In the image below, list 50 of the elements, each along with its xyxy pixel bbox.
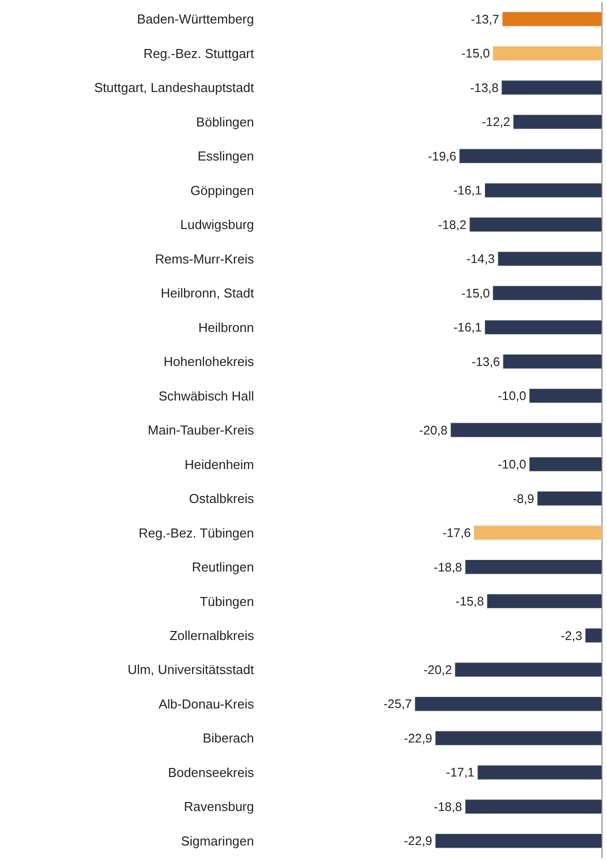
y-tick-label: Ostalbkreis bbox=[188, 491, 254, 506]
data-label: -2,3 bbox=[560, 628, 582, 643]
data-label: -10,0 bbox=[498, 389, 526, 404]
data-label: -15,8 bbox=[456, 594, 484, 609]
data-label: -14,3 bbox=[466, 252, 495, 266]
y-tick-label: Göppingen bbox=[190, 182, 254, 198]
y-tick-label: Reg.-Bez. Stuttgart bbox=[143, 46, 254, 61]
y-tick-label: Reutlingen bbox=[192, 560, 254, 575]
y-tick-label: Sigmaringen bbox=[181, 833, 254, 848]
y-tick-label: Stuttgart, Landeshauptstadt bbox=[94, 80, 254, 96]
y-tick-label: Ulm, Universitätsstadt bbox=[128, 662, 254, 678]
data-label: -16,1 bbox=[453, 184, 482, 198]
data-label: -20,2 bbox=[423, 662, 452, 677]
data-label: -12,2 bbox=[482, 115, 510, 130]
y-tick-label: Heilbronn, Stadt bbox=[160, 286, 254, 301]
data-label: -13,6 bbox=[472, 354, 500, 369]
data-label: -16,1 bbox=[453, 320, 482, 335]
y-tick-label: Biberach bbox=[202, 730, 254, 746]
data-label: -22,9 bbox=[404, 834, 432, 848]
data-label: -13,7 bbox=[470, 12, 500, 26]
y-tick-label: Schwäbisch Hall bbox=[158, 388, 254, 404]
data-label: -18,2 bbox=[438, 218, 467, 232]
data-label: -13,8 bbox=[470, 80, 499, 95]
data-label: -20,8 bbox=[419, 423, 448, 438]
data-label: -10,0 bbox=[498, 458, 526, 472]
y-tick-label: Rems-Murr-Kreis bbox=[155, 251, 254, 266]
y-tick-label: Ludwigsburg bbox=[180, 217, 254, 232]
y-tick-label: Zollernalbkreis bbox=[169, 628, 254, 643]
y-tick-label: Reg.-Bez. Tübingen bbox=[138, 525, 254, 540]
y-tick-label: Tübingen bbox=[200, 594, 254, 609]
data-label: -22,9 bbox=[404, 731, 432, 746]
y-tick-label: Baden-Württemberg bbox=[136, 12, 254, 27]
data-label: -19,6 bbox=[428, 149, 456, 164]
data-label: -8,9 bbox=[512, 492, 534, 506]
data-label: -17,1 bbox=[446, 766, 475, 780]
y-tick-label: Heilbronn bbox=[198, 320, 254, 335]
y-tick-label: Hohenlohekreis bbox=[164, 354, 254, 370]
data-label: -18,8 bbox=[434, 800, 462, 814]
y-tick-label: Böblingen bbox=[196, 114, 254, 130]
y-tick-label: Esslingen bbox=[198, 148, 254, 164]
y-tick-label: Alb-Donau-Kreis bbox=[158, 696, 254, 712]
y-tick-label: Ravensburg bbox=[184, 799, 254, 814]
data-label: -15,0 bbox=[461, 286, 490, 300]
data-label: -18,8 bbox=[434, 560, 462, 574]
y-tick-label: Heidenheim bbox=[184, 456, 254, 472]
data-label: -25,7 bbox=[383, 697, 412, 712]
y-tick-label: Main-Tauber-Kreis bbox=[148, 422, 254, 438]
data-label: -15,0 bbox=[461, 46, 490, 61]
data-label: -17,6 bbox=[442, 526, 471, 540]
y-tick-label: Bodenseekreis bbox=[168, 764, 254, 780]
